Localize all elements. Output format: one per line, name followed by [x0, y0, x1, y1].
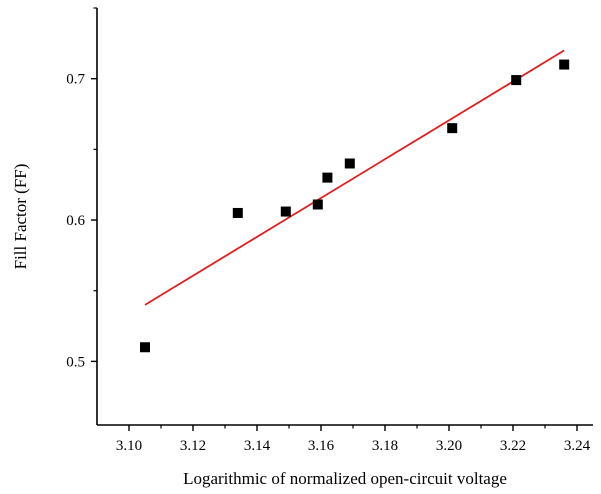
y-axis-title: Fill Factor (FF) [11, 164, 30, 270]
data-point [312, 199, 323, 210]
data-point [232, 207, 243, 218]
data-point [344, 158, 355, 169]
x-axis-title: Logarithmic of normalized open-circuit v… [183, 469, 507, 488]
data-point [322, 172, 333, 183]
axis-ticks: 3.10 3.12 3.14 3.16 3.18 3.20 3.22 3.24 0.5 0.6 0.… [66, 7, 591, 454]
data-point [511, 75, 522, 86]
x-tick-label: 3.16 [308, 438, 335, 454]
x-tick-label: 3.20 [436, 438, 462, 454]
data-point [559, 59, 570, 70]
x-tick-label: 3.24 [564, 438, 591, 454]
fit-line [144, 49, 565, 306]
y-tick-label: 0.5 [66, 354, 85, 370]
x-tick-label: 3.18 [372, 438, 398, 454]
x-tick-label: 3.22 [500, 438, 526, 454]
x-tick-label: 3.14 [244, 438, 271, 454]
y-tick-label: 0.6 [66, 213, 85, 229]
plot-area [96, 8, 593, 426]
x-tick-label: 3.12 [180, 438, 206, 454]
data-point [140, 342, 150, 353]
x-tick-label: 3.10 [116, 438, 142, 454]
y-tick-label: 0.7 [66, 72, 85, 88]
data-point [280, 206, 291, 217]
data-point [447, 123, 458, 134]
